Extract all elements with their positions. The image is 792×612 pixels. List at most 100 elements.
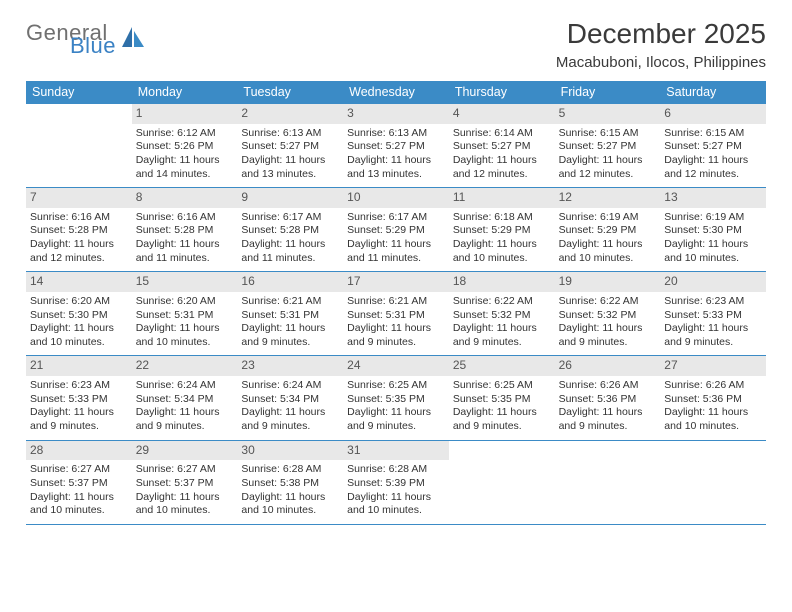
daylight-text: Daylight: 11 hours and 10 minutes. — [347, 491, 445, 518]
day-cell: 2Sunrise: 6:13 AMSunset: 5:27 PMDaylight… — [237, 104, 343, 187]
day-cell: 25Sunrise: 6:25 AMSunset: 5:35 PMDayligh… — [449, 356, 555, 439]
month-title: December 2025 — [556, 18, 766, 50]
day-cell — [660, 441, 766, 524]
daylight-text: Daylight: 11 hours and 10 minutes. — [241, 491, 339, 518]
sunset-text: Sunset: 5:36 PM — [664, 393, 762, 407]
sunset-text: Sunset: 5:37 PM — [30, 477, 128, 491]
day-cell — [449, 441, 555, 524]
sunrise-text: Sunrise: 6:14 AM — [453, 127, 551, 141]
week-row: 28Sunrise: 6:27 AMSunset: 5:37 PMDayligh… — [26, 441, 766, 525]
sunrise-text: Sunrise: 6:28 AM — [347, 463, 445, 477]
sunset-text: Sunset: 5:31 PM — [347, 309, 445, 323]
day-cell: 30Sunrise: 6:28 AMSunset: 5:38 PMDayligh… — [237, 441, 343, 524]
sunrise-text: Sunrise: 6:17 AM — [241, 211, 339, 225]
weekday-label: Tuesday — [237, 81, 343, 104]
daylight-text: Daylight: 11 hours and 9 minutes. — [559, 322, 657, 349]
sunset-text: Sunset: 5:28 PM — [30, 224, 128, 238]
sunset-text: Sunset: 5:39 PM — [347, 477, 445, 491]
daylight-text: Daylight: 11 hours and 12 minutes. — [664, 154, 762, 181]
daylight-text: Daylight: 11 hours and 10 minutes. — [664, 406, 762, 433]
daylight-text: Daylight: 11 hours and 13 minutes. — [347, 154, 445, 181]
day-cell: 9Sunrise: 6:17 AMSunset: 5:28 PMDaylight… — [237, 188, 343, 271]
day-number: 20 — [660, 272, 766, 292]
day-number: 10 — [343, 188, 449, 208]
day-cell: 15Sunrise: 6:20 AMSunset: 5:31 PMDayligh… — [132, 272, 238, 355]
day-number: 4 — [449, 104, 555, 124]
daylight-text: Daylight: 11 hours and 10 minutes. — [136, 491, 234, 518]
day-number: 28 — [26, 441, 132, 461]
day-cell: 4 Sunrise: 6:14 AMSunset: 5:27 PMDaylight… — [449, 104, 555, 187]
day-number: 3 — [343, 104, 449, 124]
day-number: 30 — [237, 441, 343, 461]
calendar-page: General Blue December 2025 Macabuboni, I… — [0, 0, 792, 535]
day-number: 25 — [449, 356, 555, 376]
weekday-header: SundayMondayTuesdayWednesdayThursdayFrid… — [26, 81, 766, 104]
day-cell: 12Sunrise: 6:19 AMSunset: 5:29 PMDayligh… — [555, 188, 661, 271]
location: Macabuboni, Ilocos, Philippines — [556, 54, 766, 71]
daylight-text: Daylight: 11 hours and 12 minutes. — [453, 154, 551, 181]
day-cell: 22Sunrise: 6:24 AMSunset: 5:34 PMDayligh… — [132, 356, 238, 439]
sunset-text: Sunset: 5:26 PM — [136, 140, 234, 154]
daylight-text: Daylight: 11 hours and 9 minutes. — [241, 322, 339, 349]
day-cell: 1Sunrise: 6:12 AMSunset: 5:26 PMDaylight… — [132, 104, 238, 187]
sunrise-text: Sunrise: 6:27 AM — [136, 463, 234, 477]
sunset-text: Sunset: 5:27 PM — [241, 140, 339, 154]
daylight-text: Daylight: 11 hours and 9 minutes. — [347, 322, 445, 349]
sunrise-text: Sunrise: 6:23 AM — [30, 379, 128, 393]
day-number: 18 — [449, 272, 555, 292]
day-cell: 3Sunrise: 6:13 AMSunset: 5:27 PMDaylight… — [343, 104, 449, 187]
sunrise-text: Sunrise: 6:21 AM — [347, 295, 445, 309]
daylight-text: Daylight: 11 hours and 11 minutes. — [347, 238, 445, 265]
sunset-text: Sunset: 5:34 PM — [136, 393, 234, 407]
sunset-text: Sunset: 5:34 PM — [241, 393, 339, 407]
daylight-text: Daylight: 11 hours and 9 minutes. — [30, 406, 128, 433]
brand-logo: General Blue — [26, 18, 146, 55]
sunrise-text: Sunrise: 6:13 AM — [241, 127, 339, 141]
sunset-text: Sunset: 5:27 PM — [664, 140, 762, 154]
week-row: 14Sunrise: 6:20 AMSunset: 5:30 PMDayligh… — [26, 272, 766, 356]
daylight-text: Daylight: 11 hours and 10 minutes. — [30, 491, 128, 518]
sunrise-text: Sunrise: 6:17 AM — [347, 211, 445, 225]
day-number: 6 — [660, 104, 766, 124]
weekday-label: Sunday — [26, 81, 132, 104]
sunset-text: Sunset: 5:35 PM — [347, 393, 445, 407]
brand-text: General Blue — [26, 24, 116, 55]
daylight-text: Daylight: 11 hours and 12 minutes. — [559, 154, 657, 181]
daylight-text: Daylight: 11 hours and 11 minutes. — [136, 238, 234, 265]
sunrise-text: Sunrise: 6:21 AM — [241, 295, 339, 309]
day-cell: 16Sunrise: 6:21 AMSunset: 5:31 PMDayligh… — [237, 272, 343, 355]
sail-icon — [120, 25, 146, 54]
sunrise-text: Sunrise: 6:15 AM — [559, 127, 657, 141]
week-row: 1Sunrise: 6:12 AMSunset: 5:26 PMDaylight… — [26, 104, 766, 188]
day-number: 12 — [555, 188, 661, 208]
week-row: 21Sunrise: 6:23 AMSunset: 5:33 PMDayligh… — [26, 356, 766, 440]
day-number: 17 — [343, 272, 449, 292]
daylight-text: Daylight: 11 hours and 10 minutes. — [664, 238, 762, 265]
day-cell: 31Sunrise: 6:28 AMSunset: 5:39 PMDayligh… — [343, 441, 449, 524]
sunrise-text: Sunrise: 6:16 AM — [136, 211, 234, 225]
sunrise-text: Sunrise: 6:22 AM — [559, 295, 657, 309]
day-number: 2 — [237, 104, 343, 124]
day-cell: 27Sunrise: 6:26 AMSunset: 5:36 PMDayligh… — [660, 356, 766, 439]
sunrise-text: Sunrise: 6:20 AM — [30, 295, 128, 309]
day-cell: 10Sunrise: 6:17 AMSunset: 5:29 PMDayligh… — [343, 188, 449, 271]
sunset-text: Sunset: 5:32 PM — [559, 309, 657, 323]
day-cell: 11Sunrise: 6:18 AMSunset: 5:29 PMDayligh… — [449, 188, 555, 271]
day-cell: 24Sunrise: 6:25 AMSunset: 5:35 PMDayligh… — [343, 356, 449, 439]
sunrise-text: Sunrise: 6:26 AM — [664, 379, 762, 393]
sunset-text: Sunset: 5:30 PM — [30, 309, 128, 323]
daylight-text: Daylight: 11 hours and 11 minutes. — [241, 238, 339, 265]
brand-part2: Blue — [70, 37, 116, 56]
day-number: 24 — [343, 356, 449, 376]
day-cell: 5Sunrise: 6:15 AMSunset: 5:27 PMDaylight… — [555, 104, 661, 187]
sunset-text: Sunset: 5:28 PM — [136, 224, 234, 238]
day-cell: 14Sunrise: 6:20 AMSunset: 5:30 PMDayligh… — [26, 272, 132, 355]
day-number: 23 — [237, 356, 343, 376]
day-cell: 21Sunrise: 6:23 AMSunset: 5:33 PMDayligh… — [26, 356, 132, 439]
sunset-text: Sunset: 5:27 PM — [453, 140, 551, 154]
week-row: 7Sunrise: 6:16 AMSunset: 5:28 PMDaylight… — [26, 188, 766, 272]
sunrise-text: Sunrise: 6:20 AM — [136, 295, 234, 309]
daylight-text: Daylight: 11 hours and 9 minutes. — [453, 406, 551, 433]
day-cell: 17 Sunrise: 6:21 AMSunset: 5:31 PMDayligh… — [343, 272, 449, 355]
sunrise-text: Sunrise: 6:18 AM — [453, 211, 551, 225]
